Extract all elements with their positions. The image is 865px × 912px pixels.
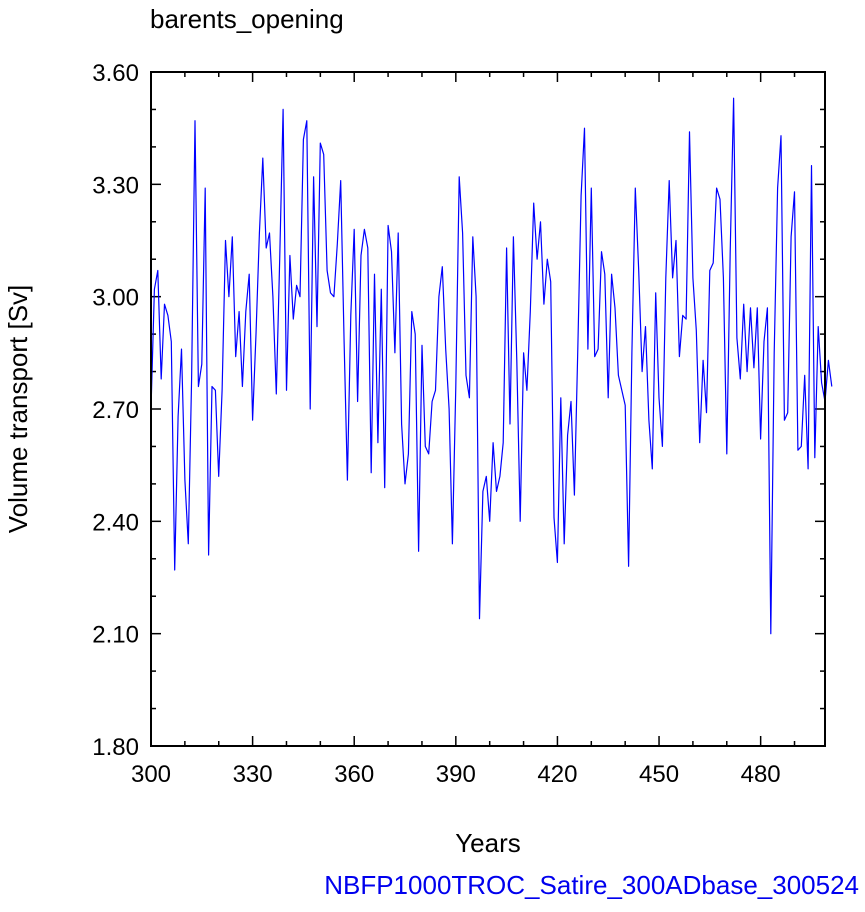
plot-frame — [150, 71, 826, 747]
y-tick-label: 3.00 — [92, 285, 139, 312]
chart-title: barents_opening — [150, 4, 344, 34]
x-tick-label: 390 — [436, 761, 476, 788]
x-tick-label: 300 — [131, 761, 171, 788]
y-tick-label: 2.40 — [92, 509, 139, 536]
x-tick-label: 330 — [233, 761, 273, 788]
y-tick-label: 1.80 — [92, 734, 139, 761]
x-tick-label: 450 — [639, 761, 679, 788]
tick-labels: 300 330 360 390 420 450 480 1.80 2.10 2.40 2.70 3.0… — [92, 60, 780, 788]
y-tick-label: 3.30 — [92, 172, 139, 199]
x-tick-label: 420 — [537, 761, 577, 788]
x-tick-label: 480 — [741, 761, 781, 788]
x-tick-label: 360 — [334, 761, 374, 788]
y-axis-label: Volume transport [Sv] — [3, 285, 33, 534]
run-id-footer: NBFP1000TROC_Satire_300ADbase_300524 — [324, 870, 859, 900]
y-tick-label: 3.60 — [92, 60, 139, 87]
series-line — [150, 97, 833, 635]
y-tick-label: 2.10 — [92, 622, 139, 649]
y-tick-label: 2.70 — [92, 397, 139, 424]
x-axis-label: Years — [455, 828, 521, 858]
